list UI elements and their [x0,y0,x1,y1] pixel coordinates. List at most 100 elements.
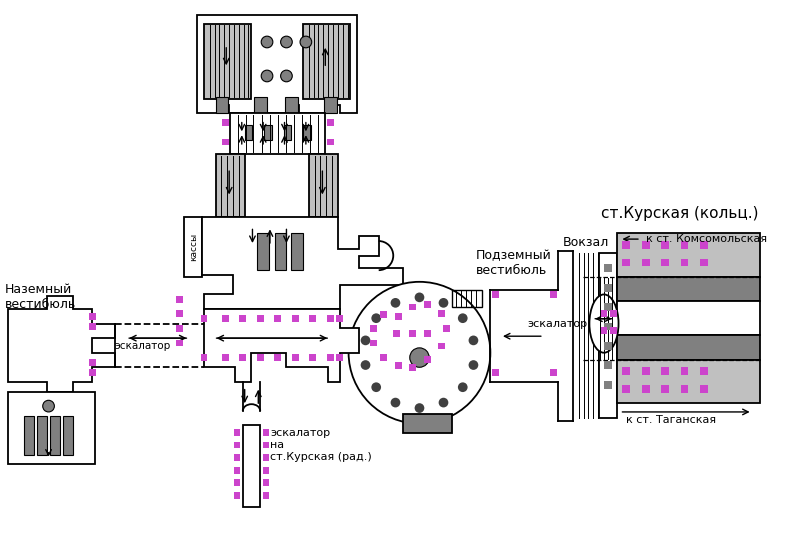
Bar [681,385,688,392]
Bar [403,414,452,433]
Bar [623,258,630,266]
Bar [239,354,246,361]
Circle shape [361,336,371,345]
Bar [380,311,387,319]
Bar [309,315,316,322]
Bar [275,233,287,270]
Circle shape [415,403,424,413]
Circle shape [390,398,401,407]
Bar [262,454,269,461]
Polygon shape [204,309,359,382]
Bar [550,291,557,298]
Bar [611,310,617,317]
Bar [616,335,760,359]
Bar [604,362,611,369]
Bar [492,369,498,375]
Bar [292,354,299,361]
Bar [604,264,611,272]
Bar [254,97,267,113]
Bar [616,359,760,403]
Bar [24,416,34,455]
Circle shape [280,36,292,48]
Polygon shape [202,217,403,309]
Bar [395,362,401,369]
Bar [681,258,688,266]
Bar [616,277,760,301]
Bar [424,330,431,337]
Bar [216,97,228,113]
Bar [641,241,649,249]
Bar [641,385,649,392]
Bar [257,354,264,361]
Bar [641,258,649,266]
Bar [216,153,245,217]
Ellipse shape [589,294,619,353]
Bar [604,284,611,291]
Bar [309,153,338,217]
Bar [371,325,378,332]
Bar [258,233,269,270]
Bar [616,233,760,277]
Bar [325,97,337,113]
Bar [234,492,240,499]
Bar [409,364,416,371]
Polygon shape [198,15,357,113]
Bar [393,330,400,337]
Bar [700,385,708,392]
Bar [176,339,183,347]
Bar [222,119,228,126]
Bar [303,24,349,99]
Bar [327,119,333,126]
Bar [661,258,669,266]
Bar [262,442,269,448]
Bar [681,367,688,375]
Bar [337,354,343,361]
Circle shape [468,360,478,370]
Bar [274,315,281,322]
Bar [623,241,630,249]
Bar [230,113,325,153]
Bar [176,310,183,317]
Circle shape [415,293,424,302]
Bar [274,354,281,361]
Circle shape [361,360,371,370]
Text: эскалатор: эскалатор [528,319,588,328]
Bar [623,367,630,375]
Bar [380,354,387,361]
Polygon shape [8,296,115,391]
Circle shape [43,400,55,412]
Bar [409,330,416,337]
Bar [222,315,228,322]
Bar [327,315,333,322]
Bar [661,241,669,249]
Text: Наземный
вестибюль: Наземный вестибюль [5,283,76,311]
Circle shape [438,398,449,407]
Bar [234,480,240,486]
Bar [623,385,630,392]
Bar [700,258,708,266]
Bar [201,354,207,361]
Bar [234,467,240,474]
Text: к ст. Комсомольская: к ст. Комсомольская [645,234,767,244]
Bar [438,342,446,349]
Bar [204,24,250,99]
Circle shape [371,314,381,323]
Bar [337,315,343,322]
Bar [309,354,316,361]
Bar [604,342,611,350]
Bar [604,381,611,389]
Bar [492,291,498,298]
Bar [661,385,669,392]
Text: к ст. Таганская: к ст. Таганская [626,415,717,424]
Bar [37,416,47,455]
Bar [599,253,616,418]
Bar [243,424,260,507]
Bar [424,301,431,307]
Bar [550,369,557,375]
Bar [222,354,228,361]
Bar [327,139,333,145]
Bar [292,233,303,270]
Bar [88,369,96,375]
Bar [88,314,96,320]
Bar [327,354,333,361]
